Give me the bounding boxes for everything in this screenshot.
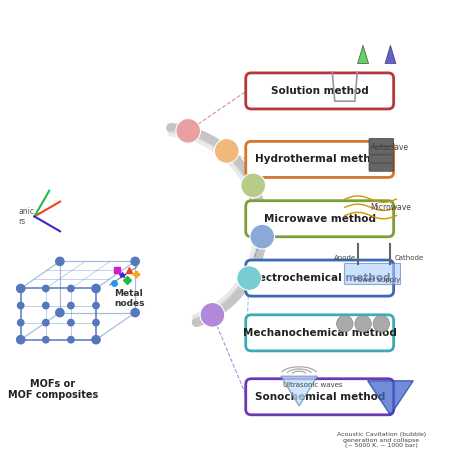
Text: Ultrasonic waves: Ultrasonic waves: [283, 383, 343, 388]
Circle shape: [43, 319, 49, 326]
FancyBboxPatch shape: [369, 163, 393, 171]
Text: Acoustic Cavitation (bubble)
generation and collapse
(~ 5000 K, ~ 1000 bar): Acoustic Cavitation (bubble) generation …: [337, 432, 426, 448]
Circle shape: [92, 336, 100, 344]
Circle shape: [17, 284, 25, 292]
Polygon shape: [281, 376, 318, 406]
Text: Solution method: Solution method: [271, 86, 369, 96]
Text: Electrochemical method: Electrochemical method: [248, 273, 391, 283]
Text: Mechanochemical method: Mechanochemical method: [243, 328, 397, 338]
Polygon shape: [385, 46, 396, 64]
FancyBboxPatch shape: [369, 138, 393, 146]
FancyBboxPatch shape: [369, 155, 393, 163]
Text: Cathode: Cathode: [394, 255, 423, 261]
Circle shape: [92, 284, 100, 292]
Circle shape: [241, 173, 265, 198]
FancyBboxPatch shape: [246, 260, 393, 296]
FancyBboxPatch shape: [246, 201, 393, 237]
Circle shape: [237, 266, 262, 291]
Text: MOFs or
MOF composites: MOFs or MOF composites: [8, 379, 98, 400]
Text: Power supply: Power supply: [354, 277, 400, 283]
Circle shape: [56, 257, 64, 265]
Circle shape: [200, 302, 225, 327]
Circle shape: [373, 316, 390, 332]
Circle shape: [43, 302, 49, 309]
Circle shape: [68, 302, 74, 309]
Circle shape: [68, 285, 74, 292]
Text: Sonochemical method: Sonochemical method: [255, 392, 385, 402]
Text: Anode: Anode: [334, 255, 356, 261]
Circle shape: [43, 337, 49, 343]
Circle shape: [93, 319, 99, 326]
Circle shape: [56, 309, 64, 317]
FancyBboxPatch shape: [246, 73, 393, 109]
Circle shape: [131, 309, 139, 317]
FancyBboxPatch shape: [369, 146, 393, 155]
Circle shape: [337, 316, 353, 332]
Circle shape: [18, 319, 24, 326]
Circle shape: [18, 302, 24, 309]
Circle shape: [176, 118, 201, 143]
FancyBboxPatch shape: [344, 264, 401, 283]
FancyBboxPatch shape: [246, 141, 393, 177]
Circle shape: [250, 224, 274, 249]
Circle shape: [131, 257, 139, 265]
Text: Microwave method: Microwave method: [264, 214, 376, 224]
FancyBboxPatch shape: [246, 379, 393, 415]
Circle shape: [43, 285, 49, 292]
Circle shape: [68, 337, 74, 343]
Polygon shape: [368, 381, 413, 415]
Circle shape: [93, 302, 99, 309]
Circle shape: [214, 138, 239, 163]
Text: Metal
nodes: Metal nodes: [114, 289, 145, 308]
Text: Microwave: Microwave: [370, 203, 411, 212]
Circle shape: [355, 316, 371, 332]
Text: Autoclave: Autoclave: [372, 144, 410, 153]
Text: Hydrothermal method: Hydrothermal method: [255, 155, 385, 164]
Circle shape: [68, 319, 74, 326]
FancyBboxPatch shape: [246, 315, 393, 351]
Polygon shape: [357, 46, 368, 64]
Text: anic
rs: anic rs: [18, 207, 35, 226]
Circle shape: [17, 336, 25, 344]
